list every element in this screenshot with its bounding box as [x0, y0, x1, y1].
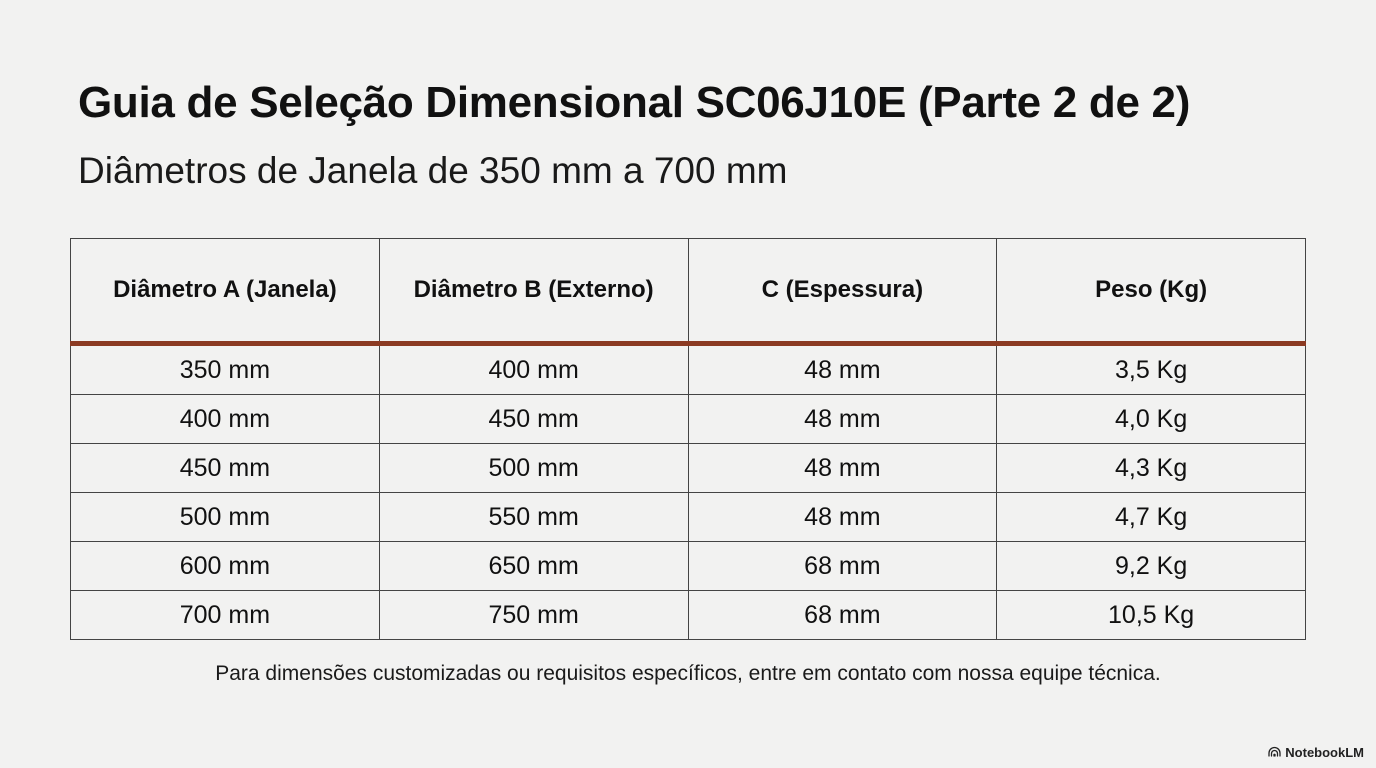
cell-peso: 4,3 Kg — [996, 443, 1306, 493]
cell-espessura: 48 mm — [687, 394, 998, 444]
cell-diametro-b: 650 mm — [378, 541, 689, 591]
cell-diametro-b: 450 mm — [378, 394, 689, 444]
table-row: 500 mm 550 mm 48 mm 4,7 Kg — [70, 492, 1306, 542]
table-row: 600 mm 650 mm 68 mm 9,2 Kg — [70, 541, 1306, 591]
cell-diametro-a: 500 mm — [70, 492, 380, 542]
cell-peso: 3,5 Kg — [996, 343, 1306, 395]
slide-title: Guia de Seleção Dimensional SC06J10E (Pa… — [78, 78, 1191, 127]
slide-subtitle: Diâmetros de Janela de 350 mm a 700 mm — [78, 150, 788, 191]
cell-diametro-b: 500 mm — [378, 443, 689, 493]
table-row: 350 mm 400 mm 48 mm 3,5 Kg — [70, 343, 1306, 395]
cell-diametro-b: 750 mm — [378, 590, 689, 640]
brand-label: NotebookLM — [1285, 745, 1364, 760]
cell-espessura: 48 mm — [687, 492, 998, 542]
table-row: 450 mm 500 mm 48 mm 4,3 Kg — [70, 443, 1306, 493]
header-espessura: C (Espessura) — [687, 238, 998, 346]
cell-espessura: 68 mm — [687, 541, 998, 591]
cell-diametro-a: 600 mm — [70, 541, 380, 591]
notebooklm-watermark: NotebookLM — [1268, 745, 1364, 760]
header-diametro-a: Diâmetro A (Janela) — [70, 238, 380, 346]
cell-peso: 9,2 Kg — [996, 541, 1306, 591]
footnote: Para dimensões customizadas ou requisito… — [215, 662, 1161, 685]
cell-diametro-a: 450 mm — [70, 443, 380, 493]
dimension-table: Diâmetro A (Janela) Diâmetro B (Externo)… — [70, 238, 1306, 640]
cell-diametro-a: 400 mm — [70, 394, 380, 444]
cell-peso: 10,5 Kg — [996, 590, 1306, 640]
table-row: 400 mm 450 mm 48 mm 4,0 Kg — [70, 394, 1306, 444]
cell-peso: 4,0 Kg — [996, 394, 1306, 444]
cell-diametro-a: 700 mm — [70, 590, 380, 640]
table-row: 700 mm 750 mm 68 mm 10,5 Kg — [70, 590, 1306, 640]
cell-peso: 4,7 Kg — [996, 492, 1306, 542]
cell-espessura: 68 mm — [687, 590, 998, 640]
cell-diametro-b: 400 mm — [378, 343, 689, 395]
cell-espessura: 48 mm — [687, 443, 998, 493]
header-peso: Peso (Kg) — [996, 238, 1306, 346]
header-diametro-b: Diâmetro B (Externo) — [378, 238, 689, 346]
cell-espessura: 48 mm — [687, 343, 998, 395]
notebooklm-logo-icon — [1268, 745, 1281, 760]
cell-diametro-a: 350 mm — [70, 343, 380, 395]
table-header-row: Diâmetro A (Janela) Diâmetro B (Externo)… — [70, 238, 1306, 346]
cell-diametro-b: 550 mm — [378, 492, 689, 542]
